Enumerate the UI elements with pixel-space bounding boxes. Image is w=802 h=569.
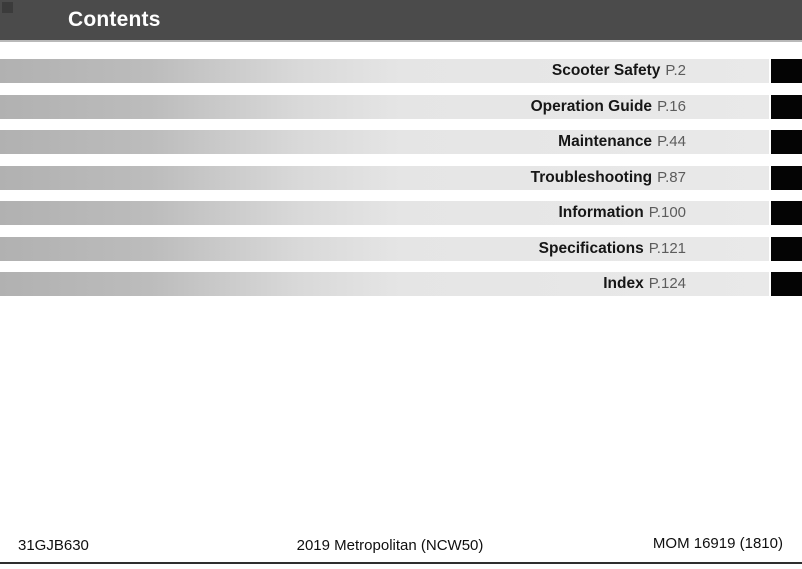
- corner-mark: [2, 2, 13, 13]
- toc-item-label: Index: [603, 275, 644, 292]
- toc-item-label: Information: [558, 204, 644, 221]
- toc-bar: Operation Guide P.16: [0, 94, 769, 119]
- page-bottom-rule: [0, 562, 802, 564]
- toc-item-page-ref: P.44: [657, 133, 686, 150]
- part-number: 31GJB630: [18, 537, 89, 554]
- contents-header-bar: Contents: [0, 0, 802, 40]
- page-title: Contents: [68, 8, 161, 31]
- model-name: 2019 Metropolitan (NCW50): [296, 537, 484, 554]
- toc-item-page-ref: P.16: [657, 97, 686, 115]
- chapter-tab-marker: [771, 165, 802, 190]
- toc-item-page-ref: P.87: [657, 168, 686, 186]
- toc-row-maintenance: Maintenance P.44: [0, 130, 802, 154]
- toc-bar: Scooter Safety P.2: [0, 59, 769, 83]
- toc-row-index: Index P.124: [0, 272, 802, 296]
- toc-row-operation-guide: Operation Guide P.16: [0, 94, 802, 119]
- chapter-tab-marker: [771, 272, 802, 296]
- toc-item-page-ref: P.2: [665, 62, 686, 79]
- toc-item-label: Scooter Safety: [551, 62, 661, 79]
- toc-row-information: Information P.100: [0, 201, 802, 225]
- toc-item-page-ref: P.121: [648, 239, 686, 257]
- toc-bar: Maintenance P.44: [0, 130, 769, 154]
- toc-bar: Specifications P.121: [0, 236, 769, 261]
- toc-row-scooter-safety: Scooter Safety P.2: [0, 59, 802, 83]
- chapter-tab-marker: [771, 130, 802, 154]
- toc-item-label: Specifications: [538, 239, 644, 257]
- toc-item-page-ref: P.124: [648, 275, 686, 292]
- toc-bar: Troubleshooting P.87: [0, 165, 769, 190]
- toc-item-label: Operation Guide: [530, 97, 653, 115]
- header-divider: [0, 40, 802, 42]
- toc-bar: Information P.100: [0, 201, 769, 225]
- chapter-tab-marker: [771, 94, 802, 119]
- publication-code: MOM 16919 (1810): [652, 535, 783, 552]
- chapter-tab-marker: [771, 236, 802, 261]
- toc-row-specifications: Specifications P.121: [0, 236, 802, 261]
- toc-item-label: Troubleshooting: [530, 168, 653, 186]
- chapter-tab-marker: [771, 59, 802, 83]
- chapter-tab-marker: [771, 201, 802, 225]
- toc-bar: Index P.124: [0, 272, 769, 296]
- toc-item-label: Maintenance: [558, 133, 653, 150]
- toc-item-page-ref: P.100: [648, 204, 686, 221]
- toc-row-troubleshooting: Troubleshooting P.87: [0, 165, 802, 190]
- table-of-contents: Scooter Safety P.2 Operation Guide P.16 Ma…: [0, 42, 802, 296]
